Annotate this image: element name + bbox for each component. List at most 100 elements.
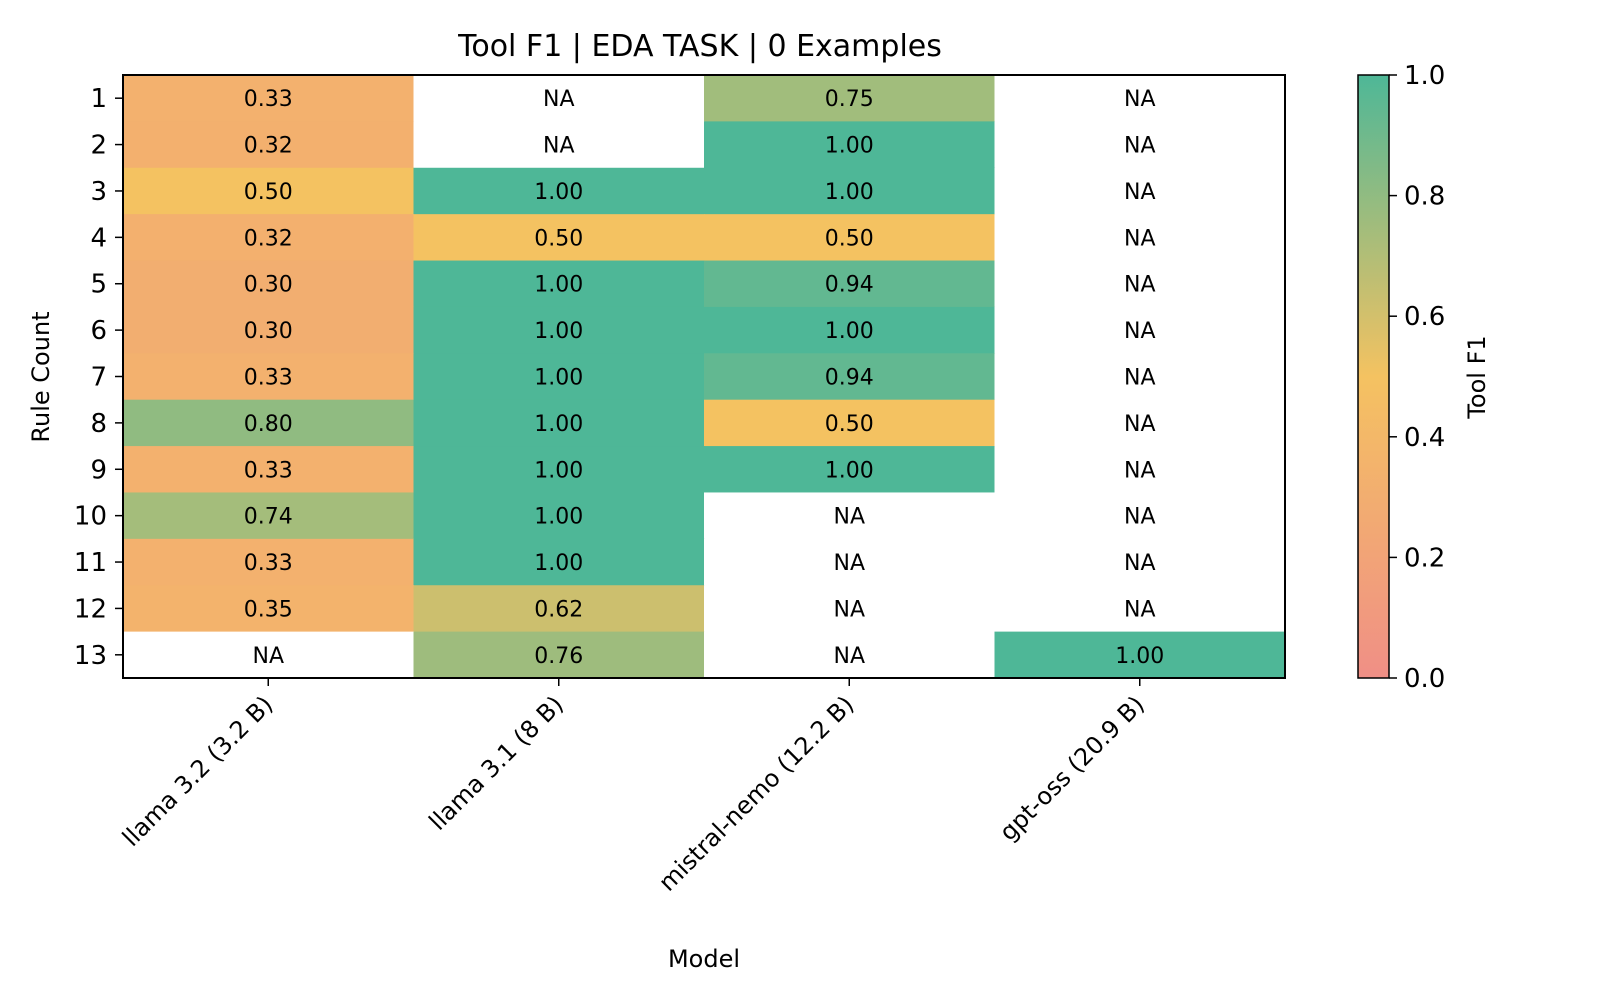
heatmap-cells — [123, 75, 1286, 679]
heatmap-cell — [413, 260, 705, 308]
colorbar-tick-label: 0.6 — [1404, 302, 1445, 332]
cell-value-label: 1.00 — [825, 180, 874, 205]
heatmap-cell — [704, 446, 996, 494]
colorbar-tick-label: 0.2 — [1404, 543, 1445, 573]
heatmap-cell-labels: 0.33 NA 0.75 NA 0.32 NA 1.00 NA 0.50 1.00 1.00 NA 0.… — [244, 87, 1164, 669]
cell-value-label: 0.76 — [534, 644, 583, 669]
heatmap-cell — [994, 214, 1286, 262]
y-tick-label: 2 — [90, 131, 107, 161]
x-tick-label: gpt-oss (20.9 B) — [994, 690, 1150, 846]
cell-value-label: NA — [1124, 226, 1156, 251]
x-tick-label: mistral-nemo (12.2 B) — [653, 690, 859, 896]
heatmap-cell — [994, 75, 1286, 122]
heatmap-cell — [704, 167, 996, 215]
cell-value-label: NA — [833, 597, 865, 622]
cell-value-label: 0.33 — [244, 551, 293, 576]
heatmap-cell — [994, 167, 1286, 215]
y-tick-label: 8 — [90, 409, 107, 439]
cell-value-label: 0.74 — [244, 505, 293, 530]
heatmap-cell — [994, 538, 1286, 586]
cell-value-label: NA — [833, 505, 865, 530]
cell-value-label: 0.30 — [244, 319, 293, 344]
y-tick-label: 5 — [90, 270, 107, 300]
x-axis-ticks: llama 3.2 (3.2 B) llama 3.1 (8 B) mistral-… — [117, 678, 1150, 897]
cell-value-label: 1.00 — [1115, 644, 1164, 669]
heatmap-cell — [994, 446, 1286, 494]
heatmap-cell — [704, 585, 996, 633]
heatmap-cell — [704, 399, 996, 447]
heatmap-cell — [413, 306, 705, 354]
heatmap-cell — [413, 75, 705, 122]
cell-value-label: 0.35 — [244, 597, 293, 622]
cell-value-label: NA — [1124, 505, 1156, 530]
y-tick-label: 10 — [74, 502, 107, 532]
cell-value-label: 0.94 — [825, 366, 874, 391]
cell-value-label: 0.80 — [244, 412, 293, 437]
cell-value-label: 0.50 — [825, 412, 874, 437]
heatmap-cell — [704, 75, 996, 122]
cell-value-label: 1.00 — [825, 458, 874, 483]
cell-value-label: 0.62 — [534, 597, 583, 622]
colorbar-gradient — [1357, 74, 1390, 679]
y-axis-label: Rule Count — [27, 311, 55, 442]
cell-value-label: 1.00 — [534, 412, 583, 437]
heatmap-cell — [704, 631, 996, 679]
heatmap-cell — [413, 214, 705, 262]
cell-value-label: 1.00 — [534, 180, 583, 205]
cell-value-label: NA — [1124, 319, 1156, 344]
cell-value-label: NA — [543, 134, 575, 159]
heatmap-cell — [994, 260, 1286, 308]
cell-value-label: NA — [1124, 551, 1156, 576]
cell-value-label: 1.00 — [534, 458, 583, 483]
y-tick-label: 9 — [90, 455, 107, 485]
y-tick-label: 4 — [90, 223, 107, 253]
cell-value-label: 0.32 — [244, 226, 293, 251]
heatmap-cell — [413, 492, 705, 540]
heatmap-cell — [123, 446, 415, 494]
heatmap-cell — [123, 260, 415, 308]
heatmap-cell — [704, 121, 996, 169]
cell-value-label: 0.33 — [244, 87, 293, 112]
cell-value-label: 0.50 — [534, 226, 583, 251]
heatmap-cell — [123, 214, 415, 262]
cell-value-label: NA — [1124, 412, 1156, 437]
colorbar-tick-label: 0.8 — [1404, 182, 1445, 212]
heatmap-cell — [123, 75, 415, 122]
colorbar: 0.0 0.2 0.4 0.6 0.8 1.0 Tool F1 — [1357, 61, 1491, 694]
heatmap-cell — [123, 585, 415, 633]
heatmap-cell — [704, 260, 996, 308]
cell-value-label: 0.30 — [244, 273, 293, 298]
y-tick-label: 7 — [90, 363, 107, 393]
colorbar-tick-label: 1.0 — [1404, 61, 1445, 91]
heatmap-cell — [994, 121, 1286, 169]
cell-value-label: NA — [252, 644, 284, 669]
heatmap-cell — [704, 306, 996, 354]
x-tick-label: llama 3.1 (8 B) — [424, 690, 569, 835]
cell-value-label: NA — [1124, 134, 1156, 159]
x-tick-label: llama 3.2 (3.2 B) — [117, 690, 279, 852]
chart-title: Tool F1 | EDA TASK | 0 Examples — [457, 29, 942, 64]
cell-value-label: 1.00 — [534, 273, 583, 298]
heatmap-cell — [123, 353, 415, 401]
heatmap-cell — [123, 167, 415, 215]
y-tick-label: 3 — [90, 177, 107, 207]
heatmap-cell — [994, 306, 1286, 354]
cell-value-label: NA — [833, 644, 865, 669]
y-tick-label: 11 — [74, 548, 107, 578]
cell-value-label: 0.33 — [244, 366, 293, 391]
heatmap-cell — [413, 399, 705, 447]
y-tick-label: 6 — [90, 316, 107, 346]
cell-value-label: 1.00 — [534, 551, 583, 576]
cell-value-label: 0.50 — [244, 180, 293, 205]
heatmap-cell — [994, 631, 1286, 679]
y-tick-label: 12 — [74, 594, 107, 624]
heatmap-cell — [123, 631, 415, 679]
y-tick-label: 13 — [74, 641, 107, 671]
heatmap-cell — [994, 585, 1286, 633]
cell-value-label: NA — [1124, 273, 1156, 298]
heatmap-cell — [413, 121, 705, 169]
heatmap-cell — [413, 585, 705, 633]
cell-value-label: NA — [1124, 366, 1156, 391]
